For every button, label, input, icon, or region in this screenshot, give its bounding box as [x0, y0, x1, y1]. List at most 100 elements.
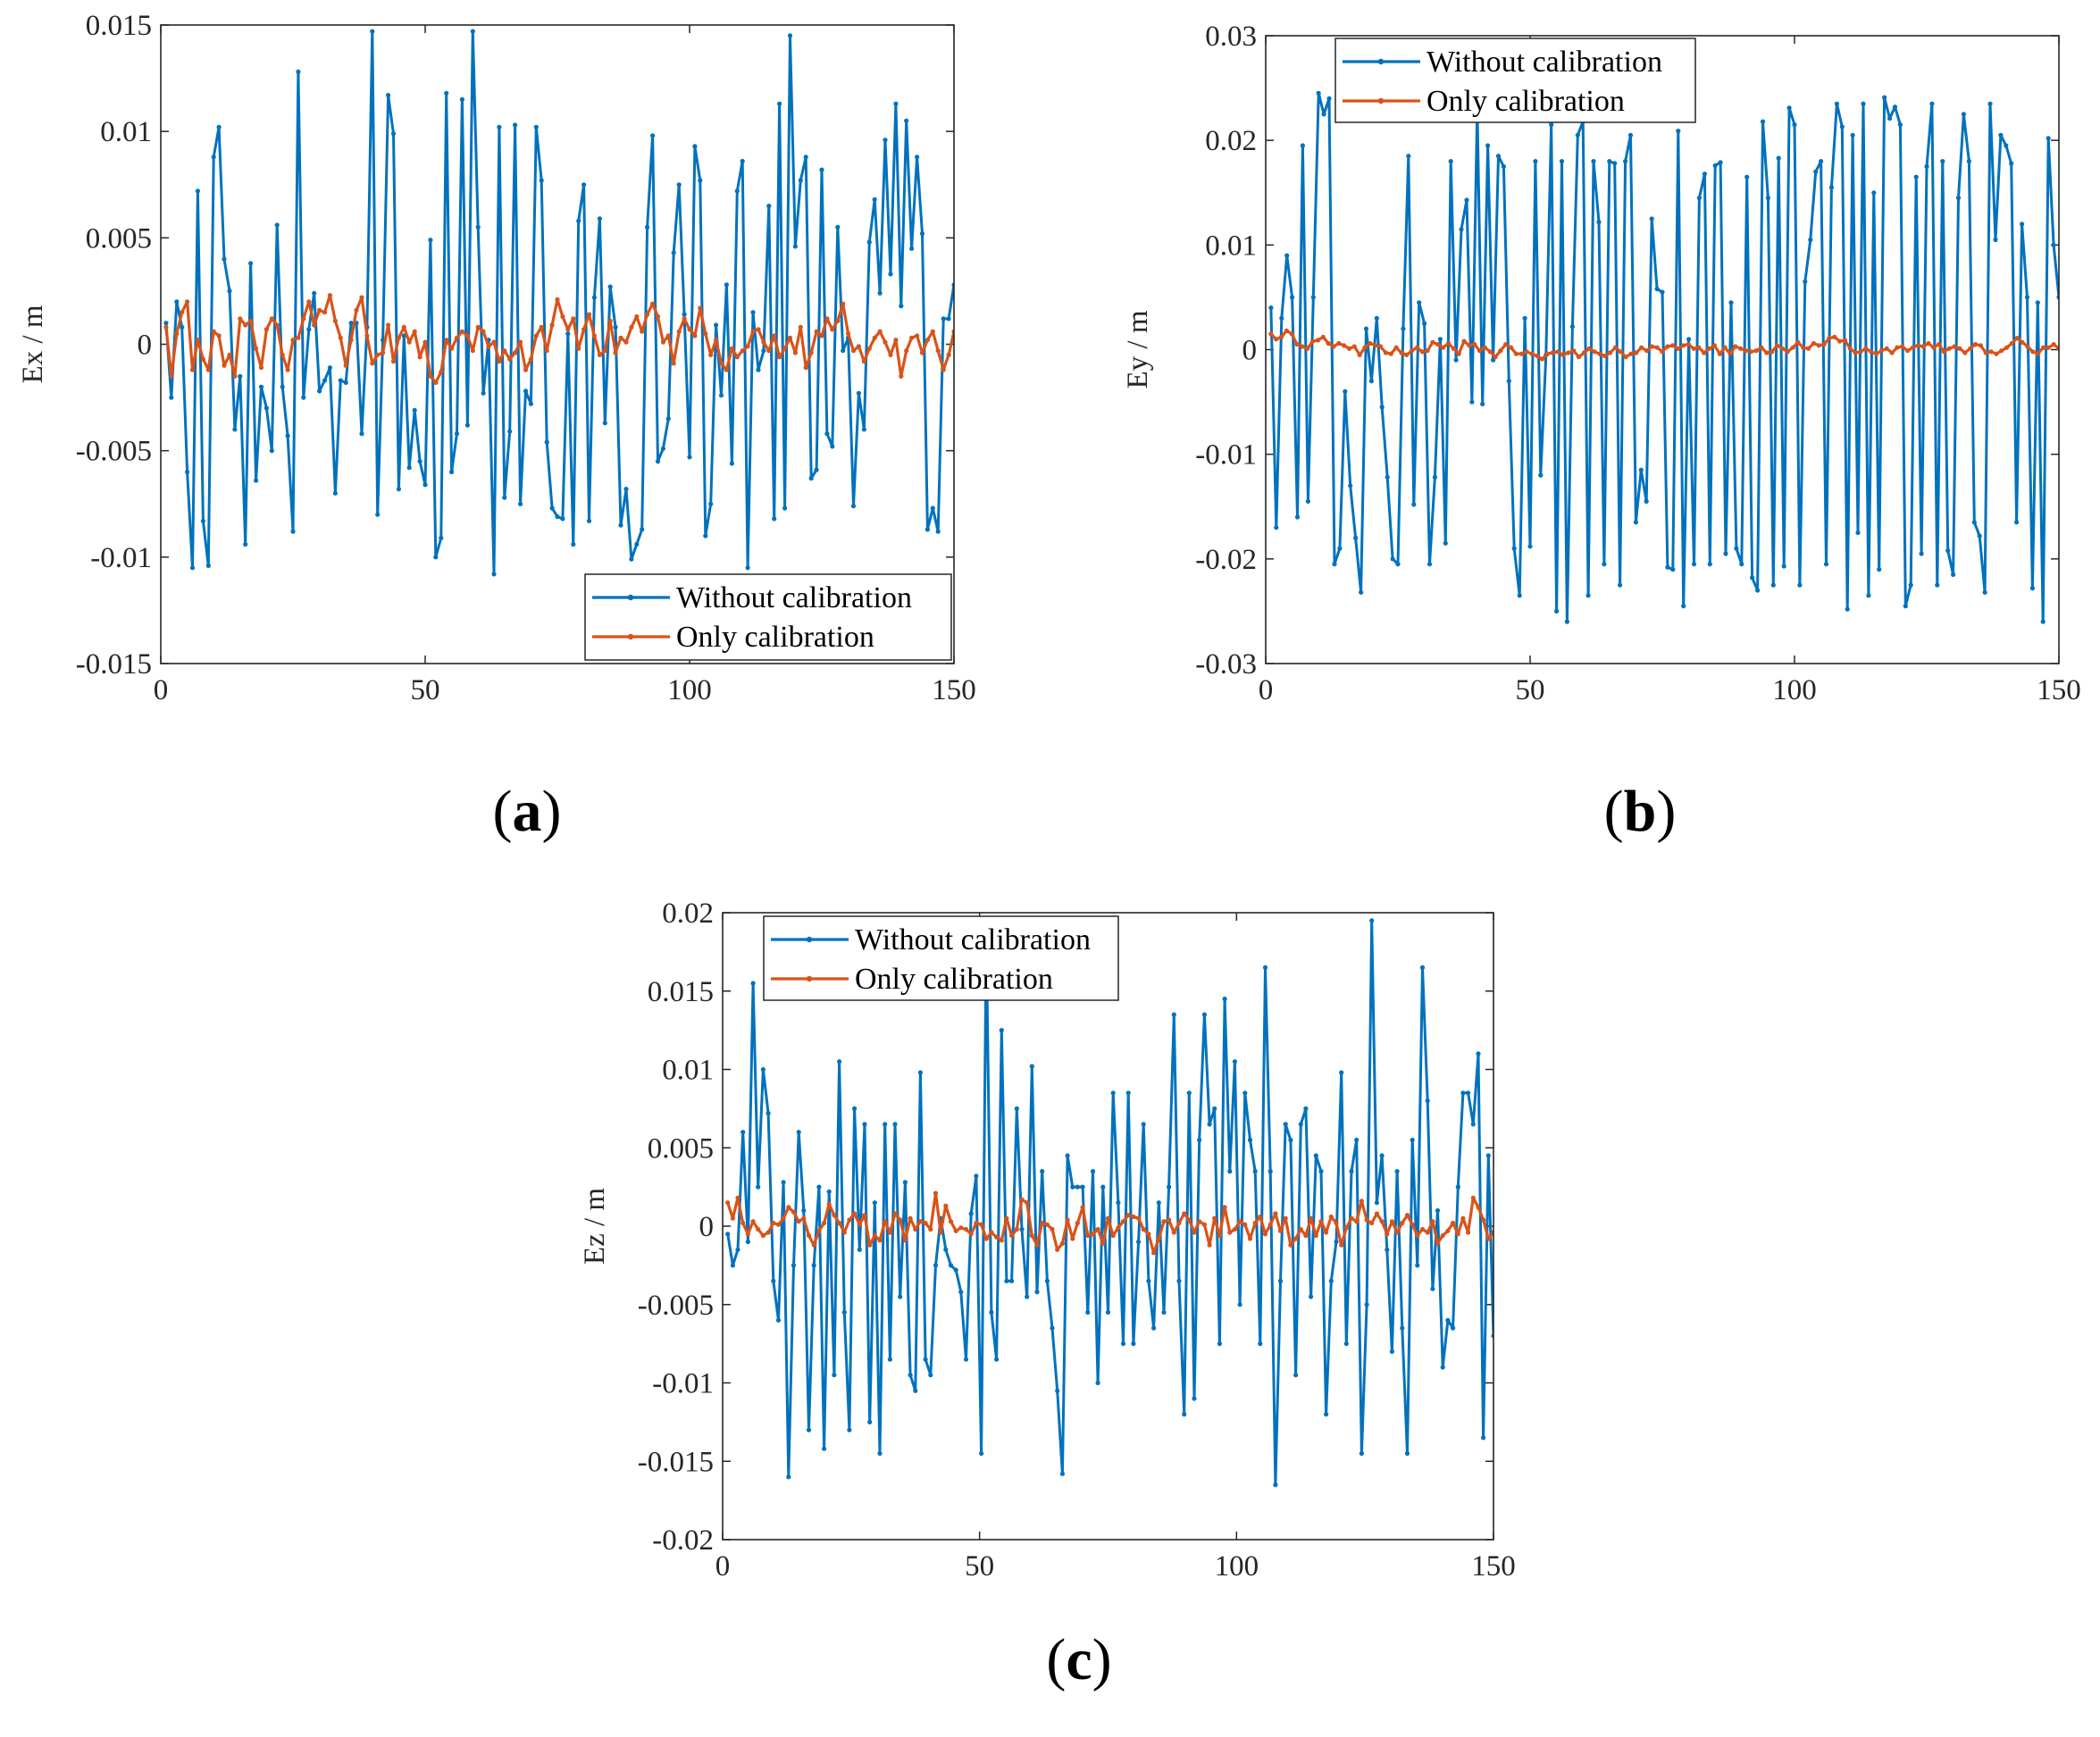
data-point [745, 344, 750, 349]
data-point [607, 284, 613, 289]
data-point [888, 271, 893, 277]
data-point [1785, 349, 1790, 355]
x-tick-label: 150 [932, 674, 976, 706]
data-point [1100, 1184, 1106, 1190]
data-point [623, 339, 629, 345]
data-point [1821, 342, 1827, 347]
data-point [1385, 474, 1390, 480]
data-point [2040, 619, 2046, 624]
y-tick-label: -0.015 [638, 1446, 714, 1478]
x-tick-label: 100 [1215, 1550, 1259, 1583]
data-point [1247, 1137, 1253, 1143]
y-axis-label: Ex / m [17, 305, 49, 383]
data-point [1895, 345, 1900, 350]
data-point [1839, 124, 1845, 129]
data-point [1328, 1214, 1334, 1220]
data-point [1182, 1412, 1187, 1417]
data-point [909, 335, 915, 340]
data-point [1186, 1217, 1192, 1223]
data-point [1385, 1247, 1390, 1252]
data-point [798, 324, 803, 330]
data-point [740, 1220, 746, 1226]
data-point [238, 373, 243, 379]
data-point [375, 512, 381, 517]
data-point [1485, 1153, 1491, 1158]
data-point [1201, 1222, 1207, 1227]
data-point [856, 390, 862, 396]
legend: Without calibration Only calibration [584, 573, 952, 661]
data-point [946, 352, 951, 357]
data-point [555, 514, 560, 520]
data-point [481, 329, 486, 334]
data-point [1430, 339, 1435, 345]
data-point [1390, 556, 1395, 562]
data-point [1192, 1230, 1197, 1235]
data-point [1581, 350, 1586, 355]
data-point [238, 316, 243, 322]
data-point [1055, 1247, 1060, 1252]
data-point [211, 329, 216, 334]
data-point [1389, 1219, 1394, 1224]
data-point [1591, 159, 1596, 164]
data-point [1100, 1240, 1106, 1246]
data-point [1357, 352, 1362, 357]
data-point [406, 465, 412, 471]
data-point [518, 339, 523, 345]
data-point [1116, 1225, 1121, 1231]
data-point [925, 527, 930, 532]
data-point [613, 324, 618, 330]
data-point [941, 367, 946, 372]
data-point [862, 1122, 867, 1127]
data-point [740, 158, 745, 164]
data-point [412, 329, 417, 334]
data-point [1419, 965, 1426, 970]
data-point [1332, 562, 1337, 567]
data-point [386, 322, 391, 328]
data-point [1349, 1215, 1354, 1221]
data-point [899, 304, 904, 309]
data-point [822, 1446, 827, 1451]
data-point [968, 1232, 974, 1237]
data-point [1957, 346, 1962, 351]
data-point [923, 1357, 928, 1362]
data-point [1354, 1137, 1360, 1143]
data-point [730, 1215, 736, 1221]
data-point [629, 324, 634, 330]
data-point [915, 154, 920, 160]
data-point [1480, 401, 1485, 406]
data-point [1972, 342, 1979, 347]
data-point [1029, 1232, 1034, 1239]
data-point [1404, 1450, 1410, 1457]
data-point [1364, 1302, 1369, 1307]
data-point [1419, 1226, 1426, 1232]
data-point [671, 361, 676, 366]
data-point [1040, 1169, 1045, 1174]
data-point [2030, 349, 2036, 355]
data-point [1120, 1341, 1126, 1347]
data-point [1120, 1219, 1126, 1224]
y-tick-label: -0.005 [76, 436, 152, 468]
data-point [571, 316, 576, 322]
y-tick-label: -0.03 [1195, 648, 1257, 681]
data-point [729, 461, 735, 466]
data-point [444, 338, 449, 343]
data-point [1400, 1325, 1405, 1331]
data-point [1983, 350, 1988, 355]
data-point [1560, 352, 1566, 357]
data-point [745, 1232, 751, 1237]
data-point [824, 316, 830, 322]
data-point [1274, 525, 1279, 530]
data-point [841, 301, 846, 306]
data-point [919, 350, 925, 355]
data-point [1858, 349, 1863, 355]
data-point [269, 448, 274, 454]
data-point [1941, 349, 1947, 355]
data-point [2009, 161, 2014, 166]
data-point [491, 572, 497, 577]
data-point [1070, 1184, 1075, 1190]
data-point [787, 335, 793, 340]
data-point [1305, 498, 1310, 505]
data-point [1461, 338, 1467, 344]
data-point [925, 338, 930, 343]
data-point [714, 322, 719, 328]
